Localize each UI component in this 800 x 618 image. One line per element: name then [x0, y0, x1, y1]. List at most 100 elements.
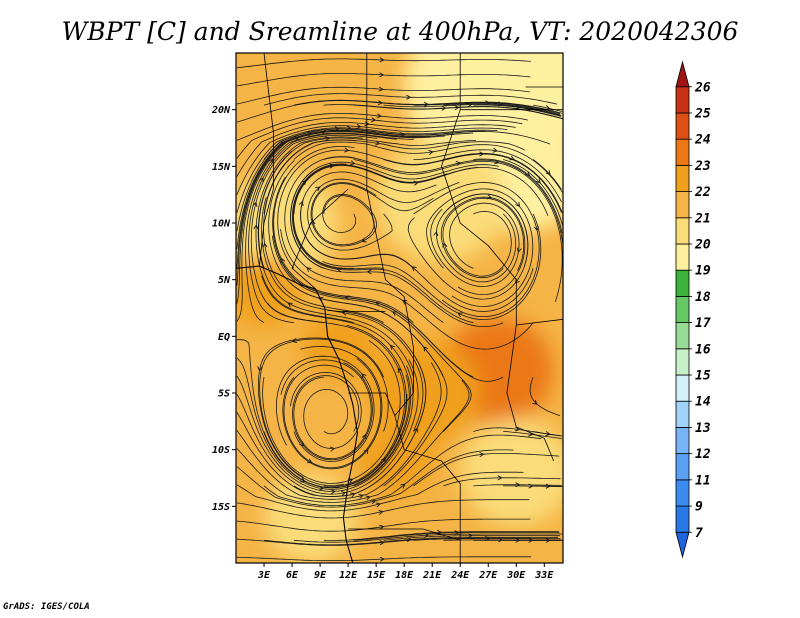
streamline-arrow [361, 373, 367, 379]
streamline-55 [353, 532, 560, 541]
x-tick-label: 21E [422, 570, 442, 581]
streamline-arrow [428, 149, 434, 155]
streamline-80 [413, 149, 562, 203]
streamline-arrow [361, 237, 367, 243]
y-tick-label: 10S [212, 445, 230, 456]
colorbar-label: 9 [695, 500, 703, 515]
streamline-73 [413, 538, 561, 541]
colorbar-segment [675, 269, 690, 297]
streamline-arrow [375, 140, 381, 146]
colorbar-under-triangle [675, 531, 690, 559]
streamline-arrow [515, 201, 521, 208]
x-tick-label: 18E [395, 570, 414, 581]
colorbar-segment [675, 112, 690, 140]
streamline-arrow [497, 475, 503, 481]
streamline-arrow [365, 495, 371, 501]
streamline-arrow [374, 301, 381, 307]
streamline-arrow [406, 94, 412, 100]
streamline-arrow [310, 219, 316, 225]
country-border-6 [348, 528, 461, 541]
colorbar-label: 12 [695, 447, 711, 462]
colorbar-label: 7 [695, 526, 703, 541]
streamline-arrow [356, 123, 362, 129]
x-tick-label: 9E [314, 570, 327, 581]
streamline-arrow [379, 57, 385, 63]
country-border-2 [259, 53, 274, 267]
streamline-arrow [330, 489, 336, 495]
streamline-arrow [389, 344, 395, 350]
streamline-arrow [379, 556, 385, 562]
x-tick-label: 27E [478, 570, 498, 581]
streamline-arrow [300, 477, 306, 483]
x-axis: 3E 6E 9E 12E 15E 18E 21E 24E 27E 30E 33E [257, 563, 554, 581]
colorbar-label: 26 [694, 80, 711, 95]
x-tick-label: 3E [257, 570, 271, 581]
y-tick-label: 15S [212, 502, 230, 513]
country-border-3 [291, 188, 349, 290]
streamline-arrow [259, 177, 264, 183]
streamline-arrow [423, 101, 430, 107]
streamline-arrow [329, 446, 336, 452]
streamline-arrow [535, 178, 541, 184]
streamline-arrow [379, 524, 385, 530]
colorbar-segment [675, 138, 690, 166]
streamline-111 [533, 431, 563, 437]
streamline-arrow [454, 105, 460, 111]
streamline-arrow [493, 159, 500, 165]
streamline-arrow [364, 121, 370, 127]
streamline-arrow [301, 179, 307, 186]
streamline-arrow [358, 493, 364, 499]
streamline-arrow [545, 537, 551, 543]
colorbar-label: 23 [694, 159, 711, 174]
streamline-arrow [479, 451, 485, 458]
y-tick-label: 5N [218, 275, 231, 286]
colorbar-label: 25 [694, 106, 711, 121]
streamline-arrow [379, 72, 385, 78]
streamline-arrow [324, 136, 331, 142]
streamline-arrow [262, 242, 268, 248]
x-tick-label: 33E [534, 570, 554, 581]
x-tick-label: 6E [286, 570, 299, 581]
streamline-arrow [467, 533, 473, 539]
streamline-arrow [401, 300, 408, 305]
streamline-arrow [366, 269, 372, 275]
x-tick-label: 24E [450, 570, 470, 581]
colorbar-segment [675, 400, 690, 428]
y-tick-label: 10N [212, 219, 231, 230]
colorbar-segment [675, 479, 690, 507]
streamline-arrow [399, 132, 406, 138]
colorbar-label: 20 [694, 237, 711, 252]
country-border-7 [516, 318, 563, 326]
streamline-arrow [413, 427, 419, 433]
colorbar-label: 24 [694, 133, 711, 148]
chart-title: WBPT [C] and Sreamline at 400hPa, VT: 20… [62, 17, 739, 46]
colorbar-segment [675, 348, 690, 376]
country-border-5 [348, 392, 396, 416]
streamline-arrow [257, 366, 263, 372]
streamline-arrow [378, 86, 384, 92]
streamline-arrow [252, 201, 258, 207]
map-area [236, 53, 563, 563]
wbpt-patch-6 [357, 425, 433, 497]
colorbar-segment [675, 322, 690, 350]
coastlines-borders [236, 53, 563, 563]
streamline-arrow [545, 170, 551, 176]
colorbar: 7 9 11 12 13 14 15 16 17 18 19 20 21 22 23 24 25 26 [675, 60, 711, 559]
streamline-116 [532, 159, 562, 190]
streamline-arrow [514, 426, 521, 432]
y-axis: 20N 15N 10N 5N EQ 5S 10S 15S [211, 105, 236, 513]
y-tick-label: 15N [212, 162, 231, 173]
streamline-117 [533, 104, 563, 112]
streamline-92 [473, 484, 562, 487]
streamline-arrow [454, 530, 460, 536]
colorbar-label: 11 [695, 473, 711, 488]
colorbar-label: 21 [694, 211, 711, 226]
colorbar-label: 16 [695, 342, 711, 357]
colorbar-over-triangle [675, 60, 690, 88]
streamline-arrow [287, 302, 293, 308]
streamline-89 [443, 153, 563, 214]
streamline-arrow [350, 160, 356, 166]
streamline-arrow [532, 399, 538, 405]
colorbar-segment [675, 295, 690, 324]
streamline-arrow [379, 540, 385, 546]
